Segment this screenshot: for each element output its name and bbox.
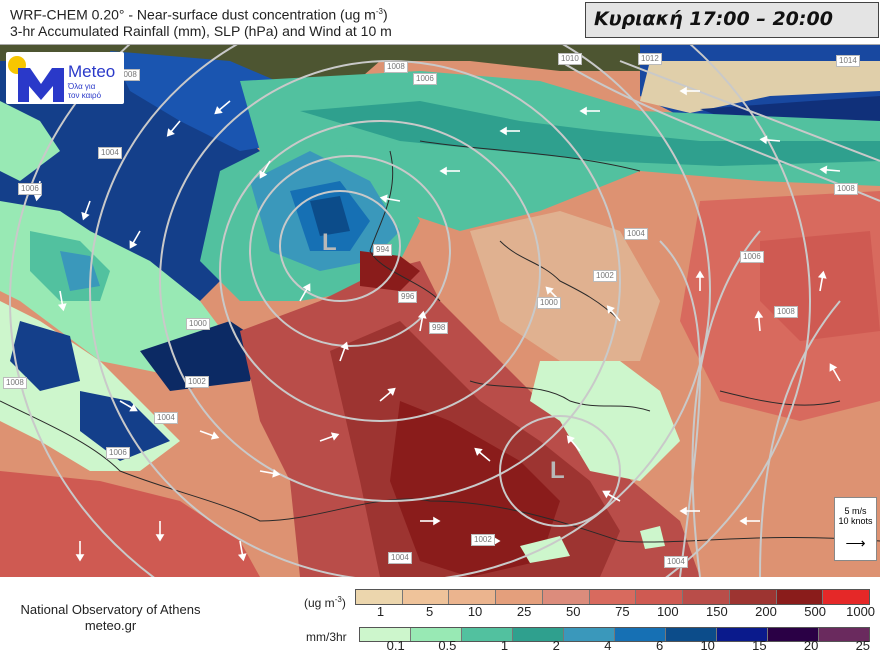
isobar-label: 1002	[593, 270, 617, 282]
isobar-label: 1006	[18, 183, 42, 195]
rain-colorbar-ticks: 0.1 0.5 1 2 4 6 10 15 20 25	[353, 638, 870, 653]
dust-swatch	[402, 590, 450, 604]
isobar-label: 1006	[106, 447, 130, 459]
rain-swatch	[411, 628, 462, 641]
dust-swatch	[823, 590, 870, 604]
dust-tick: 75	[615, 604, 630, 619]
rain-tick: 10	[700, 638, 715, 653]
rain-tick: 4	[604, 638, 612, 653]
dust-swatch	[683, 590, 730, 604]
low-pressure-marker-1: L	[322, 229, 337, 256]
isobar-label: 1000	[537, 297, 561, 309]
dust-tick: 150	[706, 604, 728, 619]
logo-tagline: Όλα για τον καιρό	[68, 82, 102, 100]
forecast-map: L L 1008 1006 1008 1010 1012 1014 1004 1006 1008…	[0, 44, 880, 577]
rain-legend-unit: mm/3hr	[306, 630, 347, 644]
meteo-logo: Meteo Όλα για τον καιρό	[6, 52, 124, 104]
rain-tick: 2	[552, 638, 560, 653]
dust-legend-unit: (ug m-3)	[304, 595, 346, 610]
dust-swatch	[729, 590, 777, 604]
isobar-label: 998	[429, 322, 449, 334]
isobar-label: 1002	[185, 376, 209, 388]
rain-tick: 1	[500, 638, 509, 653]
dust-colorbar-ticks: 1 5 10 25 50 75 100 150 200 500 1000	[335, 604, 875, 619]
rain-swatch	[717, 628, 768, 641]
isobar-label: 1000	[186, 318, 210, 330]
isobar-label: 1014	[836, 55, 860, 67]
rain-tick: 6	[655, 638, 664, 653]
isobar-label: 1004	[624, 228, 648, 240]
logo-brand: Meteo	[68, 62, 116, 81]
isobar-label: 1002	[471, 534, 495, 546]
dust-swatch	[356, 590, 403, 604]
wind-scale-knots: 10 knots	[838, 516, 873, 526]
isobar-label: 1006	[413, 73, 437, 85]
rain-colorbar	[359, 627, 870, 642]
isobar-label: 1004	[154, 412, 178, 424]
rain-swatch	[819, 628, 869, 641]
rain-tick: 0.1	[386, 638, 405, 653]
dust-swatch	[542, 590, 590, 604]
rain-tick: 20	[803, 638, 819, 653]
dust-swatch	[496, 590, 543, 604]
dust-tick: 50	[566, 604, 581, 619]
rain-tick: 0.5	[438, 638, 457, 653]
dust-swatch	[636, 590, 684, 604]
organization-credit: National Observatory of Athens meteo.gr	[8, 602, 213, 634]
wind-scale-arrow-icon: ⟶	[845, 535, 866, 551]
title-line-1: WRF-CHEM 0.20° - Near-surface dust conce…	[10, 6, 388, 23]
dust-tick: 100	[656, 604, 679, 619]
wind-scale-ms: 5 m/s	[844, 506, 867, 516]
isobar-label: 994	[373, 244, 393, 256]
isobar-label: 1008	[384, 61, 408, 73]
dust-tick: 1	[376, 604, 385, 619]
rain-swatch	[513, 628, 564, 641]
dust-swatch	[776, 590, 824, 604]
isobar-label: 1004	[98, 147, 122, 159]
rain-tick: 25	[855, 638, 871, 653]
org-name: National Observatory of Athens	[20, 602, 201, 617]
map-canvas	[0, 45, 880, 577]
org-site: meteo.gr	[84, 618, 137, 633]
wind-scale-legend: 5 m/s 10 knots ⟶	[834, 497, 877, 561]
isobar-label: 996	[398, 291, 418, 303]
title-line-2: 3-hr Accumulated Rainfall (mm), SLP (hPa…	[10, 22, 392, 39]
low-pressure-marker-2: L	[550, 457, 565, 484]
rain-swatch	[462, 628, 513, 641]
rain-swatch	[615, 628, 666, 641]
dust-colorbar	[355, 589, 870, 605]
isobar-label: 1008	[774, 306, 798, 318]
rain-swatch	[360, 628, 411, 641]
dust-tick: 10	[467, 604, 483, 619]
dust-tick: 5	[425, 604, 434, 619]
chart-title: WRF-CHEM 0.20° - Near-surface dust conce…	[10, 4, 392, 39]
isobar-label: 1004	[388, 552, 412, 564]
dust-swatch	[449, 590, 497, 604]
forecast-time-label: Κυριακή 17:00 – 20:00	[585, 2, 879, 38]
isobar-label: 1010	[558, 53, 582, 65]
rain-swatch	[666, 628, 717, 641]
dust-tick: 1000	[846, 604, 876, 619]
rain-swatch	[768, 628, 819, 641]
dust-tick: 500	[804, 604, 826, 619]
dust-tick: 200	[755, 604, 777, 619]
dust-tick: 25	[516, 604, 532, 619]
dust-swatch	[589, 590, 637, 604]
isobar-label: 1006	[740, 251, 764, 263]
isobar-label: 1008	[834, 183, 858, 195]
isobar-label: 1008	[3, 377, 27, 389]
rain-swatch	[564, 628, 615, 641]
isobar-label: 1004	[664, 556, 688, 568]
rain-tick: 15	[752, 638, 767, 653]
isobar-label: 1012	[638, 53, 662, 65]
meteo-m-icon	[18, 68, 64, 102]
